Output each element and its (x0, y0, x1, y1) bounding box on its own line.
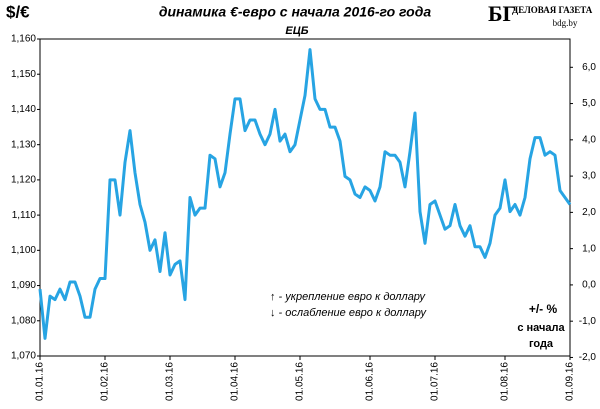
annotation: ↑ - укрепление евро к доллару (270, 291, 427, 303)
y2-tick-label: 1,0 (582, 243, 596, 254)
x-tick-label: 01.04.16 (230, 362, 241, 401)
y-tick-label: 1,110 (12, 210, 37, 221)
y2-tick-label: -1,0 (579, 316, 597, 327)
y-tick-label: 1,080 (11, 315, 36, 326)
y2-tick-label: 5,0 (582, 98, 596, 109)
y2-tick-label: 0,0 (582, 280, 596, 291)
y-tick-label: 1,150 (11, 69, 36, 80)
x-tick-label: 01.07.16 (430, 362, 441, 401)
y2-tick-label: 2,0 (582, 207, 596, 218)
logo-mark: БГ (488, 1, 517, 26)
y2-axis-label: с начала (517, 322, 565, 334)
x-tick-label: 01.08.16 (500, 362, 511, 401)
y2-tick-label: 3,0 (582, 171, 596, 182)
y2-tick-label: 6,0 (582, 62, 596, 73)
x-tick-label: 01.05.16 (295, 362, 306, 401)
x-tick-label: 01.02.16 (100, 362, 111, 401)
y-tick-label: 1,140 (11, 104, 36, 115)
y2-tick-label: -2,0 (579, 352, 597, 363)
y-tick-label: 1,120 (11, 175, 36, 186)
y-tick-label: 1,160 (11, 34, 36, 45)
y-tick-label: 1,130 (11, 139, 36, 150)
y2-axis-label: +/- % (529, 302, 558, 316)
y2-axis-label: года (529, 338, 554, 350)
logo-name: ДЕЛОВАЯ ГАЗЕТА (512, 5, 593, 15)
y-tick-label: 1,070 (11, 351, 36, 362)
y-tick-label: 1,100 (11, 245, 36, 256)
y2-tick-label: 4,0 (582, 134, 596, 145)
x-tick-label: 01.03.16 (165, 362, 176, 401)
chart-title: динамика €-евро с начала 2016-го года (159, 4, 432, 20)
x-tick-label: 01.06.16 (365, 362, 376, 401)
x-tick-label: 01.01.16 (35, 362, 46, 401)
x-tick-label: 01.09.16 (565, 362, 576, 401)
annotation: ↓ - ослабление евро к доллару (270, 307, 427, 319)
chart-subtitle: ЕЦБ (285, 25, 308, 37)
logo-site: bdg.by (553, 18, 578, 28)
line-series (38, 48, 572, 340)
plot-frame (39, 38, 571, 357)
y-axis-label: $/€ (6, 2, 30, 21)
y-tick-label: 1,090 (11, 280, 36, 291)
